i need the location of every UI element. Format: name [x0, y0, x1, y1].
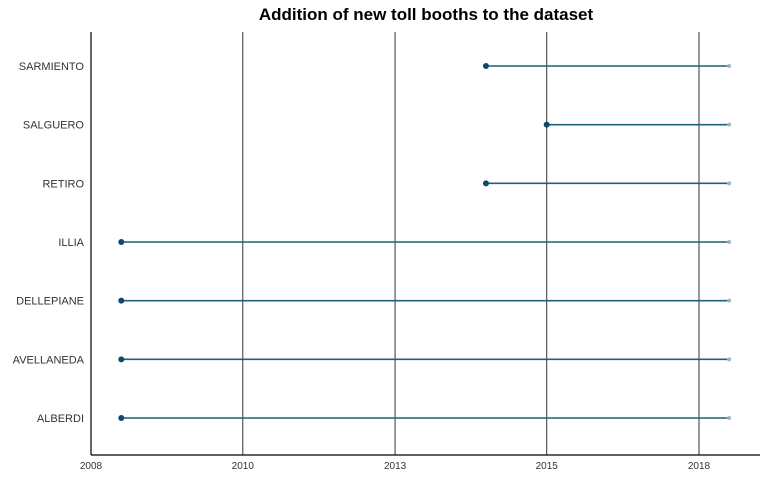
axes: [90, 32, 760, 456]
start-point-alberdi: [118, 415, 125, 421]
end-point-avellaneda: [727, 357, 732, 362]
x-tick-label-2010: 2010: [232, 461, 255, 472]
x-tick-label-2018: 2018: [688, 461, 711, 472]
x-tick-labels: 2008 2010 2013 2015 2018: [80, 461, 711, 472]
grid-lines: [242, 32, 700, 455]
end-point-illia: [727, 240, 732, 244]
end-point-alberdi: [727, 416, 732, 420]
end-point-dellepiane: [727, 298, 732, 303]
start-point-illia: [118, 239, 125, 245]
x-tick-label-2013: 2013: [384, 461, 407, 472]
start-point-avellaneda: [118, 356, 125, 363]
end-point-retiro: [727, 181, 732, 186]
y-tick-label-avellaneda: AVELLANEDA: [13, 354, 85, 366]
y-tick-label-illia: ILLIA: [58, 237, 84, 249]
segments: [118, 63, 732, 421]
start-point-salguero: [543, 121, 550, 128]
start-point-sarmiento: [482, 63, 489, 69]
start-point-retiro: [482, 180, 489, 187]
end-point-salguero: [727, 122, 732, 127]
x-tick-label-2008: 2008: [80, 461, 103, 472]
start-point-dellepiane: [118, 297, 125, 304]
y-tick-label-retiro: RETIRO: [42, 178, 84, 190]
y-tick-labels: ALBERDI AVELLANEDA DELLEPIANE ILLIA RETIRO SA…: [13, 61, 85, 425]
y-tick-label-sarmiento: SARMIENTO: [19, 61, 85, 73]
y-tick-label-salguero: SALGUERO: [23, 120, 85, 132]
y-tick-label-dellepiane: DELLEPIANE: [16, 296, 84, 308]
y-tick-label-alberdi: ALBERDI: [37, 413, 84, 425]
end-point-sarmiento: [727, 64, 732, 68]
x-tick-label-2015: 2015: [536, 461, 559, 472]
chart-title: Addition of new toll booths to the datas…: [259, 5, 594, 24]
